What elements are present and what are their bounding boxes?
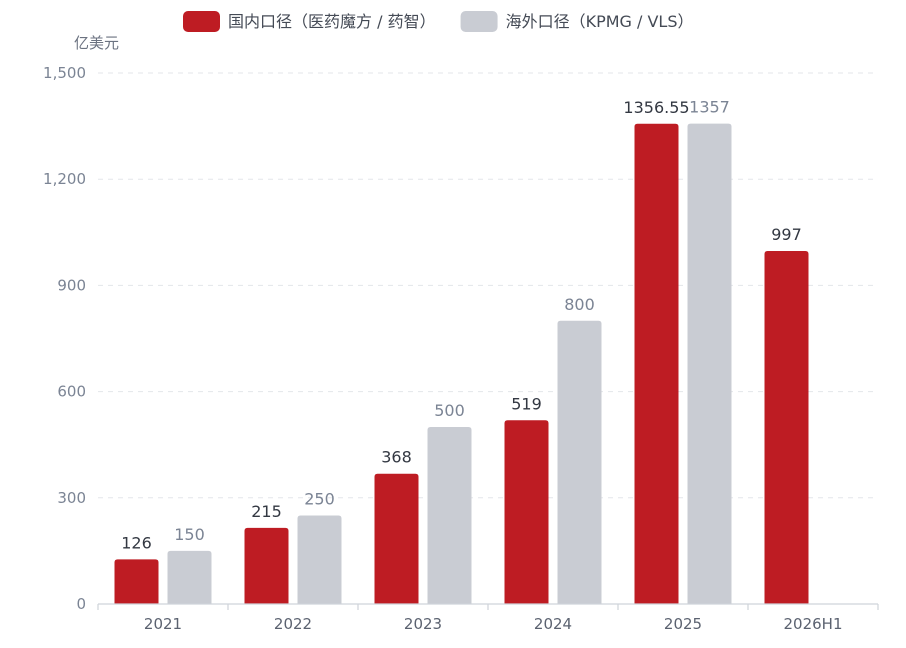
x-tick-label: 2025 — [664, 615, 702, 633]
y-tick-label: 1,500 — [43, 64, 86, 82]
legend-swatch — [183, 11, 220, 32]
x-axis: 2021 2022 2023 2024 2025 2026H1 — [97, 603, 879, 633]
legend-label: 国内口径（医药魔方 / 药智） — [228, 12, 436, 31]
value-labels: 126 150 215 250 368 500 519 800 1356.55 1357 997 — [121, 98, 802, 553]
bar-domestic[interactable] — [764, 251, 809, 604]
bar-overseas[interactable] — [167, 550, 212, 604]
bar-overseas[interactable] — [687, 123, 732, 604]
data-label-domestic: 215 — [251, 502, 282, 521]
legend[interactable]: 国内口径（医药魔方 / 药智） 海外口径（KPMG / VLS） — [183, 11, 694, 32]
data-label-domestic: 368 — [381, 448, 412, 467]
data-label-domestic: 126 — [121, 533, 152, 552]
legend-item[interactable]: 海外口径（KPMG / VLS） — [460, 11, 694, 32]
legend-label: 海外口径（KPMG / VLS） — [506, 12, 694, 31]
bar-domestic[interactable] — [114, 559, 159, 604]
data-label-overseas: 250 — [304, 490, 335, 509]
y-axis-unit-label: 亿美元 — [74, 34, 119, 52]
x-tick-label: 2022 — [274, 615, 312, 633]
legend-swatch — [460, 11, 498, 32]
bar-domestic[interactable] — [244, 527, 289, 604]
x-tick-label: 2021 — [144, 615, 182, 633]
data-label-domestic: 997 — [771, 225, 802, 244]
bar-overseas[interactable] — [557, 320, 602, 604]
y-tick-label: 0 — [76, 595, 86, 613]
data-label-domestic: 519 — [511, 394, 542, 413]
y-tick-label: 900 — [57, 276, 86, 294]
y-axis: 0 300 600 900 1,200 1,500 — [43, 64, 86, 613]
y-tick-label: 300 — [57, 489, 86, 507]
data-label-overseas: 150 — [174, 525, 205, 544]
legend-item[interactable]: 国内口径（医药魔方 / 药智） — [183, 11, 436, 32]
bars — [114, 123, 809, 605]
bar-overseas[interactable] — [297, 515, 342, 605]
bar-domestic[interactable] — [634, 123, 679, 604]
data-label-overseas: 500 — [434, 401, 465, 420]
x-tick-label: 2023 — [404, 615, 442, 633]
data-label-overseas: 800 — [564, 295, 595, 314]
y-tick-label: 600 — [57, 383, 86, 401]
x-tick-label: 2026H1 — [784, 615, 843, 633]
x-tick-label: 2024 — [534, 615, 572, 633]
y-tick-label: 1,200 — [43, 170, 86, 188]
bar-domestic[interactable] — [504, 420, 549, 604]
grid — [98, 72, 878, 499]
bar-overseas[interactable] — [427, 427, 472, 604]
bar-domestic[interactable] — [374, 473, 419, 604]
data-label-domestic: 1356.55 — [623, 98, 689, 117]
data-label-overseas: 1357 — [689, 98, 730, 117]
